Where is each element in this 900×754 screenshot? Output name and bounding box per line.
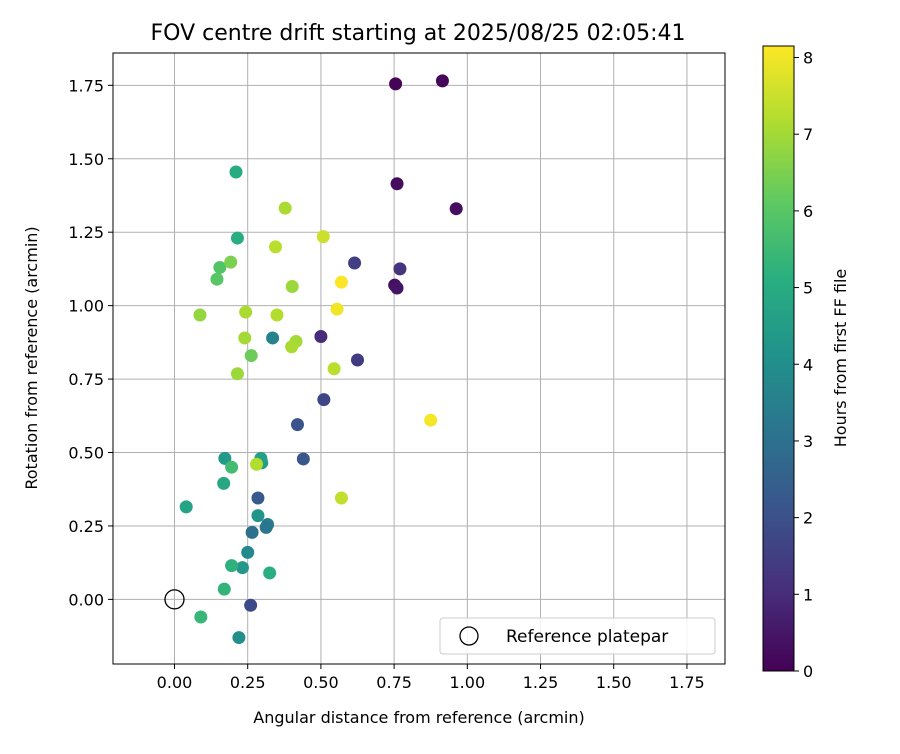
reference-layer — [164, 589, 185, 610]
y-tick-label: 1.50 — [68, 150, 104, 169]
colorbar-tick-label: 8 — [803, 49, 813, 68]
data-point — [213, 260, 227, 274]
data-point — [218, 451, 232, 465]
colorbar-tick-label: 6 — [803, 202, 813, 221]
data-point — [210, 272, 224, 286]
data-point — [225, 460, 239, 474]
data-point — [217, 582, 231, 596]
data-point — [270, 308, 284, 322]
colorbar-ticks: 0 1 2 3 4 5 6 7 8 — [794, 49, 813, 681]
legend-label: Reference platepar — [506, 627, 668, 647]
reference-point-marker — [164, 589, 185, 610]
x-tick-label: 0.50 — [303, 673, 339, 692]
data-point — [249, 457, 263, 471]
x-axis-ticks: 0.00 0.25 0.50 0.75 1.00 1.25 1.50 1.75 — [157, 664, 705, 692]
data-point — [334, 275, 348, 289]
x-tick-label: 1.75 — [669, 673, 705, 692]
data-point — [235, 561, 249, 575]
data-point — [285, 280, 299, 294]
colorbar-tick-label: 2 — [803, 509, 813, 528]
colorbar-tick-label: 0 — [803, 662, 813, 681]
data-point — [263, 566, 277, 580]
data-point — [225, 559, 239, 573]
data-point — [244, 349, 258, 363]
data-point — [230, 367, 244, 381]
data-point — [317, 393, 331, 407]
data-point — [259, 520, 273, 534]
data-point — [278, 201, 292, 215]
data-point — [194, 610, 208, 624]
data-point — [238, 331, 252, 345]
data-point — [330, 302, 344, 316]
data-point — [424, 413, 438, 427]
chart-title: FOV centre drift starting at 2025/08/25 … — [151, 21, 686, 46]
x-tick-label: 1.00 — [450, 673, 486, 692]
data-point — [193, 308, 207, 322]
data-point — [251, 491, 265, 505]
colorbar-label: Hours from first FF file — [831, 269, 850, 448]
data-point — [269, 240, 283, 254]
data-point — [316, 230, 330, 244]
x-tick-label: 1.25 — [523, 673, 559, 692]
data-point — [285, 340, 299, 354]
data-point — [245, 525, 259, 539]
data-point — [435, 74, 449, 88]
data-point — [229, 165, 243, 179]
colorbar-tick-label: 3 — [803, 432, 813, 451]
y-tick-label: 1.00 — [68, 297, 104, 316]
data-point — [327, 362, 341, 376]
data-point — [449, 202, 463, 216]
data-point — [266, 331, 280, 345]
data-point — [217, 476, 231, 490]
colorbar-tick-label: 4 — [803, 355, 813, 374]
data-point — [179, 500, 193, 514]
data-point — [244, 598, 258, 612]
y-tick-label: 0.75 — [68, 370, 104, 389]
data-point — [390, 281, 404, 295]
data-points — [179, 74, 463, 645]
data-point — [348, 256, 362, 270]
grid — [113, 53, 725, 664]
data-point — [296, 452, 310, 466]
data-point — [314, 329, 328, 343]
data-point — [239, 305, 253, 319]
data-point — [390, 177, 404, 191]
data-point — [334, 491, 348, 505]
data-point — [241, 545, 255, 559]
colorbar-tick-label: 7 — [803, 125, 813, 144]
colorbar-tick-label: 1 — [803, 585, 813, 604]
y-tick-label: 1.25 — [68, 223, 104, 242]
data-point — [290, 418, 304, 432]
data-point — [251, 509, 265, 523]
plot-frame — [112, 52, 726, 665]
colorbar — [762, 45, 795, 672]
data-point — [389, 77, 403, 91]
y-tick-label: 1.75 — [68, 76, 104, 95]
y-tick-label: 0.50 — [68, 444, 104, 463]
x-axis-label: Angular distance from reference (arcmin) — [253, 708, 584, 727]
x-tick-label: 0.25 — [230, 673, 266, 692]
legend-marker — [459, 626, 479, 646]
x-tick-label: 1.50 — [596, 673, 632, 692]
data-point — [230, 231, 244, 245]
x-tick-label: 0.75 — [376, 673, 412, 692]
data-point — [224, 255, 238, 269]
x-tick-label: 0.00 — [157, 673, 193, 692]
colorbar-tick-label: 5 — [803, 279, 813, 298]
data-point — [351, 353, 365, 367]
y-axis-label: Rotation from reference (arcmin) — [22, 226, 41, 489]
data-point — [232, 631, 246, 645]
y-tick-label: 0.00 — [68, 590, 104, 609]
legend: Reference platepar — [439, 617, 716, 655]
legend-box — [439, 617, 716, 655]
y-axis-ticks: 0.00 0.25 0.50 0.75 1.00 1.25 1.50 1.75 — [68, 76, 113, 609]
data-point — [393, 262, 407, 276]
y-tick-label: 0.25 — [68, 517, 104, 536]
